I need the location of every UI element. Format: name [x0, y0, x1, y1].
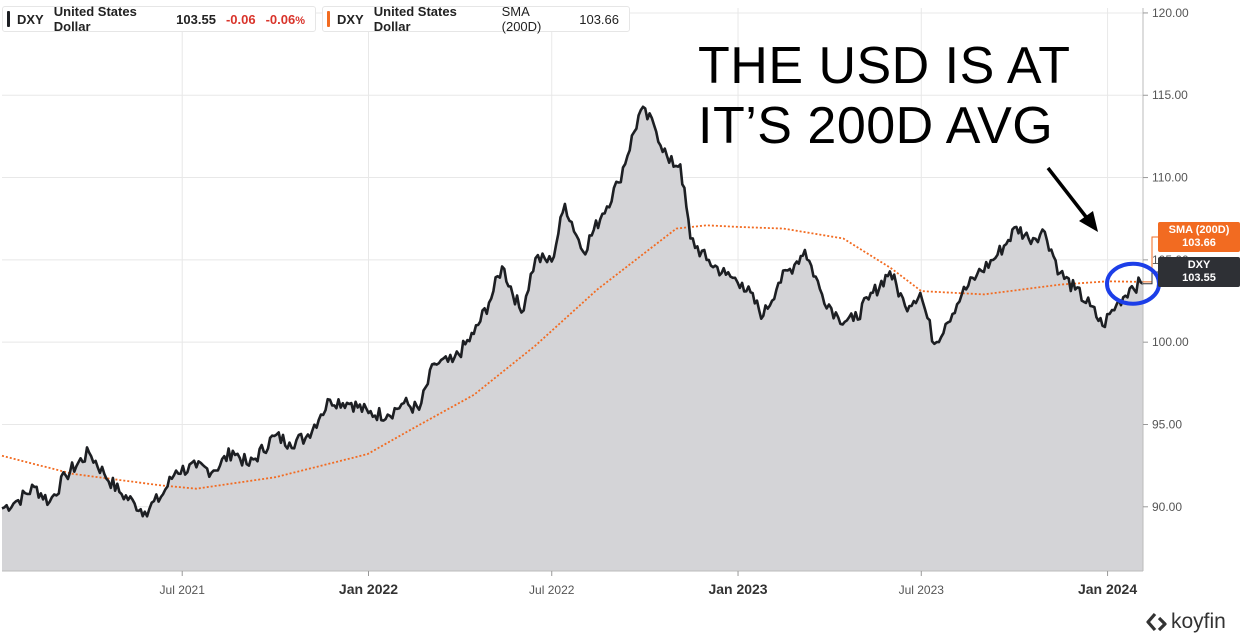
axes [2, 8, 1144, 572]
legend-change-pct: -0.06% [265, 11, 305, 27]
y-tick-label: 95.00 [1152, 417, 1182, 431]
legend-change: -0.06 [225, 11, 256, 27]
legend-name: United States Dollar [53, 4, 137, 34]
x-tick-label: Jan 2024 [1078, 581, 1137, 597]
legend-dxy[interactable]: DXY United States Dollar 103.55 -0.06 -0… [2, 4, 316, 34]
legend-sma[interactable]: DXY United States Dollar SMA (200D) 103.… [322, 4, 630, 34]
brand-logo[interactable]: koyfin [1146, 610, 1226, 634]
koyfin-icon [1146, 612, 1167, 632]
x-tick-label: Jan 2023 [708, 581, 767, 597]
x-tick-label: Jul 2022 [529, 583, 575, 597]
price-area [2, 106, 1143, 572]
x-tick-label: Jul 2021 [160, 583, 206, 597]
brand-name: koyfin [1171, 610, 1226, 633]
sma-series [1, 224, 1144, 490]
annotation-line-1: THE USD IS AT [698, 37, 1071, 95]
sma-line [1, 224, 1144, 490]
annotation-text: THE USD IS AT IT’S 200D AVG [698, 36, 1070, 156]
dxy-tag-value: 103.55 [1182, 272, 1216, 284]
price-area-fill [2, 106, 1143, 572]
sma-tag-label: SMA (200D) [1168, 224, 1230, 236]
annotation-arrow-shaft [1046, 166, 1092, 224]
price-line [1, 105, 1144, 518]
annotation-line-2: IT’S 200D AVG [698, 97, 1054, 155]
sma-last-value-tag: SMA (200D) 103.66 [1158, 222, 1240, 252]
y-tick-label: 90.00 [1152, 500, 1182, 514]
x-tick-label: Jul 2023 [899, 583, 945, 597]
legend-swatch-dxy [7, 11, 10, 27]
sma-tag-connector [1143, 236, 1158, 283]
dxy-tag-label: DXY [1187, 259, 1211, 271]
legend-swatch-sma [327, 11, 330, 27]
legend-value: 103.66 [579, 11, 619, 27]
dxy-last-value-tag: DXY 103.55 [1158, 257, 1240, 287]
y-tick-label: 120.00 [1152, 6, 1189, 20]
price-series [1, 105, 1144, 518]
sma-tag-value: 103.66 [1182, 237, 1216, 249]
legend-ticker: DXY [17, 11, 44, 27]
legend-value: 103.55 [176, 11, 216, 27]
legend-ticker: DXY [337, 11, 364, 27]
annotation-overlay [1046, 166, 1161, 306]
y-tick-label: 110.00 [1152, 171, 1188, 185]
y-tick-label: 115.00 [1152, 88, 1188, 102]
x-tick-label: Jan 2022 [339, 581, 398, 597]
annotation-arrow-head [1079, 211, 1098, 232]
y-tick-label: 100.00 [1152, 335, 1189, 349]
legend-indicator: SMA (200D) [501, 4, 542, 34]
legend-name: United States Dollar [373, 4, 457, 34]
x-axis-ticks: Jul 2021 Jan 2022 Jul 2022 Jan 2023 Jul 2023… [160, 571, 1137, 597]
